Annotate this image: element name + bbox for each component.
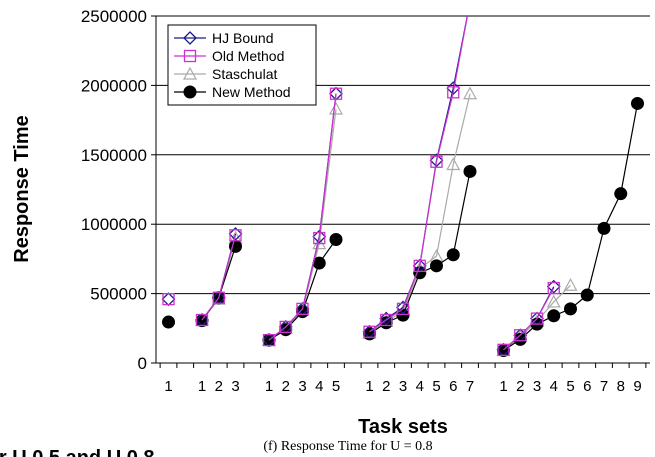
x-tick-label: 5 [332, 378, 340, 395]
legend-item: HJ Bound [174, 30, 273, 46]
x-tick-label: 1 [164, 378, 172, 395]
x-tick-label: 1 [265, 378, 273, 395]
x-tick-label: 1 [198, 378, 206, 395]
legend-label: HJ Bound [212, 30, 273, 46]
legend-item: New Method [174, 84, 291, 100]
y-tick-label: 2000000 [81, 76, 147, 95]
data-point [312, 256, 326, 270]
y-axis-title: Response Time [11, 115, 33, 262]
data-point [228, 226, 243, 241]
legend-marker [183, 85, 197, 99]
data-point [563, 278, 578, 291]
legend-item: Old Method [174, 48, 284, 64]
y-tick-label: 1000000 [81, 215, 147, 234]
data-point [614, 187, 628, 201]
data-point [396, 302, 410, 316]
legend-label: New Method [212, 84, 291, 100]
x-tick-label: 8 [617, 378, 625, 395]
data-point [329, 87, 343, 100]
cropped-caption-text: for U 0.5 and U 0.8 [0, 447, 155, 457]
x-tick-label: 2 [215, 378, 223, 395]
data-point [430, 155, 443, 168]
data-point [328, 101, 344, 115]
x-tick-label: 1 [499, 378, 507, 395]
data-point [396, 300, 410, 315]
series-old-method [162, 16, 560, 356]
data-point [312, 229, 327, 244]
x-tick-label: 2 [382, 378, 390, 395]
data-point [631, 96, 644, 110]
data-point [462, 86, 478, 100]
data-point [547, 281, 560, 295]
data-point [413, 259, 426, 272]
x-tick-label: 7 [466, 378, 474, 395]
x-tick-label: 3 [399, 378, 407, 395]
legend-label: Staschulat [212, 66, 277, 82]
data-point [580, 288, 594, 302]
data-point [162, 315, 175, 329]
data-point [463, 164, 477, 178]
data-point [564, 302, 577, 316]
data-point [497, 343, 510, 356]
y-axis: 0 500000 1000000 1500000 2000000 2500000 [81, 7, 650, 373]
data-point [162, 293, 175, 306]
x-tick-label: 1 [365, 378, 373, 395]
x-tick-label: 5 [432, 378, 440, 395]
data-point [597, 221, 611, 235]
series-line [369, 16, 469, 333]
data-point [546, 279, 561, 294]
x-tick-label: 7 [600, 378, 608, 395]
y-tick-label: 0 [138, 354, 147, 373]
data-point [530, 312, 544, 325]
data-point [546, 294, 561, 308]
data-point [379, 311, 394, 326]
data-point [447, 86, 460, 99]
legend-item: Staschulat [174, 66, 277, 82]
data-point [547, 309, 561, 323]
data-point [514, 329, 527, 342]
y-tick-label: 1500000 [81, 146, 147, 165]
data-point [195, 313, 209, 327]
x-tick-label: 3 [298, 378, 306, 395]
data-point [380, 313, 393, 327]
data-point [279, 320, 292, 334]
legend: HJ Bound Old Method Staschulat New Method [167, 24, 317, 106]
x-tick-label: 4 [315, 378, 323, 395]
series-line [503, 287, 555, 351]
data-point [363, 325, 376, 338]
x-tick-label: 6 [449, 378, 457, 395]
legend-marker [183, 31, 197, 45]
x-tick-label: 4 [416, 378, 424, 395]
data-point [446, 248, 460, 262]
data-point [229, 229, 242, 242]
series-layer [161, 16, 644, 358]
x-tick-label: 9 [633, 378, 641, 395]
y-tick-label: 2500000 [81, 7, 147, 26]
data-point [296, 302, 309, 316]
x-tick-label: 4 [550, 378, 558, 395]
data-point [329, 232, 343, 246]
x-tick-label: 3 [231, 378, 239, 395]
legend-marker [182, 66, 198, 80]
legend-label: Old Method [212, 48, 284, 64]
data-point [446, 157, 461, 171]
data-point [429, 153, 444, 168]
x-tick-label: 3 [533, 378, 541, 395]
x-axis-title: Task sets [358, 416, 448, 438]
data-point [313, 231, 326, 245]
data-point [430, 259, 443, 273]
x-tick-label: 2 [282, 378, 290, 395]
data-point [262, 333, 276, 347]
series-line [201, 235, 237, 321]
data-point [212, 291, 225, 304]
y-tick-label: 500000 [90, 285, 147, 304]
x-tick-label: 2 [516, 378, 524, 395]
legend-marker [183, 49, 197, 63]
figure-caption: (f) Response Time for U = 0.8 [263, 439, 432, 454]
x-tick-label: 6 [583, 378, 591, 395]
x-tick-label: 5 [566, 378, 574, 395]
